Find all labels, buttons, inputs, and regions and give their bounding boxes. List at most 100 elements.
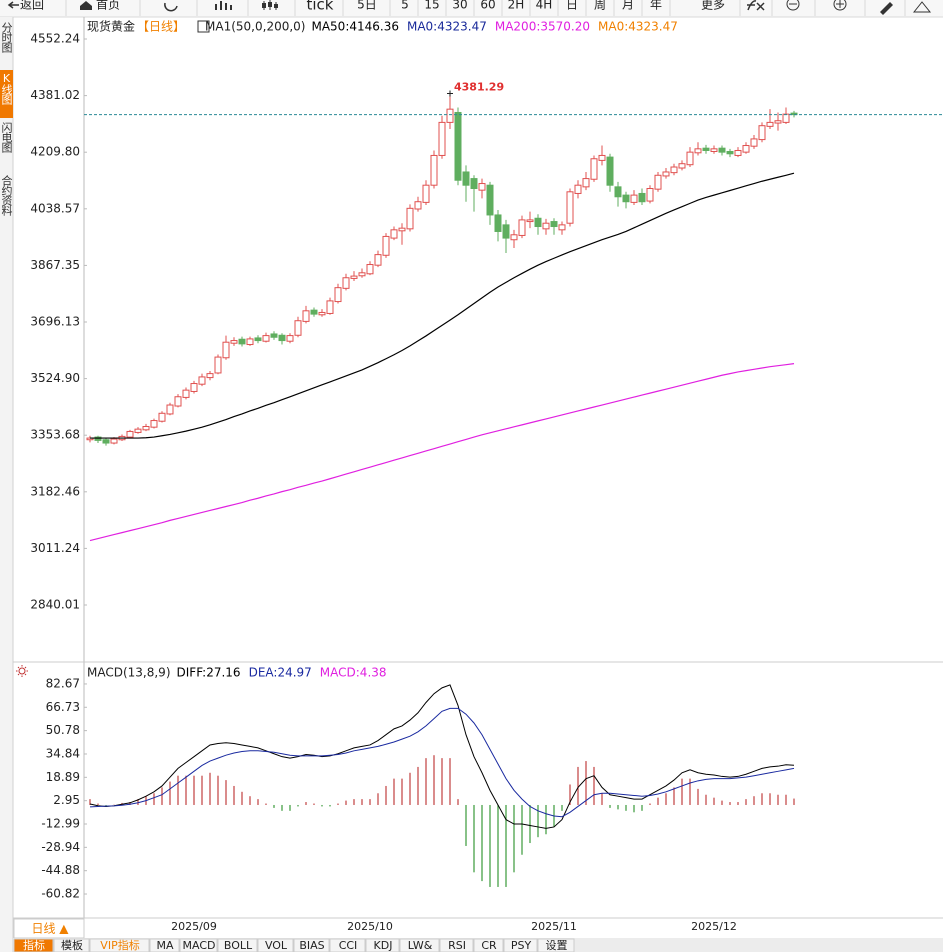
bottom-tab-label[interactable]: 设置 [546,939,568,952]
y-tick-label: 4381.02 [30,88,80,102]
candle-body [702,147,710,151]
legend-entry: MACD:4.38 [320,666,387,680]
bottom-tab-label[interactable]: KDJ [374,939,393,952]
candle-body [142,426,150,431]
bottom-tab-label[interactable]: MA [156,939,173,952]
candle-body [374,254,382,266]
candle-body [558,224,566,231]
bottom-tab-label[interactable]: MACD [183,939,216,952]
toolbar-button[interactable]: 更多 [701,0,725,12]
draw-icon[interactable] [880,2,893,15]
refresh-icon[interactable] [164,2,178,12]
bottom-tab[interactable] [329,938,366,952]
candle-body [398,227,406,232]
candle-body [270,333,278,338]
bottom-tab[interactable] [439,938,474,952]
toolbar-button[interactable]: 日 [566,0,578,12]
candle-body [782,113,790,123]
candle-body [198,376,206,385]
bottom-tab[interactable] [89,938,150,952]
bottom-tab-label[interactable]: LW& [408,939,433,952]
y-tick-label: 3182.46 [30,484,80,498]
side-tab[interactable]: 分时图 [0,22,13,54]
period-label[interactable]: 日线 ▲ [31,922,69,936]
side-tab[interactable]: K线图 [0,72,13,106]
bottom-tab-label[interactable]: RSI [448,939,466,952]
toolbar-button[interactable]: 年 [650,0,662,12]
candle-body [414,201,422,210]
x-tick-label: 2025/10 [347,920,393,933]
candle-body [438,121,446,156]
bottom-tab-label[interactable]: CCI [339,939,358,952]
bottom-tab-label[interactable]: VOL [265,939,288,952]
candle-body [342,277,350,289]
side-bar [0,17,13,952]
toolbar-button[interactable]: 30 [452,0,467,12]
home-icon[interactable] [80,1,92,10]
bottom-tab-label[interactable]: BOLL [224,939,253,952]
toolbar-button[interactable]: 15 [424,0,439,12]
candle-body [518,219,526,236]
side-tab[interactable]: 合约资料 [0,174,13,217]
bottom-tab-label[interactable]: BIAS [299,939,324,952]
toolbar-button[interactable]: 5 [401,0,409,12]
candle-body [686,151,694,166]
y-tick-label: 4038.57 [30,201,80,215]
bottom-tab[interactable] [399,938,440,952]
toolbar-button[interactable]: 周 [594,0,606,12]
candle-body [494,214,502,232]
bottom-tab[interactable] [149,938,180,952]
bottom-tab[interactable] [179,938,218,952]
bottom-tab-label[interactable]: VIP指标 [100,938,139,952]
toolbar-button[interactable]: 月 [622,0,634,12]
bottom-tab[interactable] [217,938,258,952]
bottom-tab[interactable] [13,938,54,952]
bottom-tab[interactable] [293,938,330,952]
bottom-tab[interactable] [53,938,90,952]
bottom-tab[interactable] [257,938,294,952]
bottom-tab[interactable] [473,938,504,952]
candle-body [366,264,374,275]
candle-body [614,186,622,198]
zoom-in-icon[interactable] [833,0,847,11]
legend-entry: MA0:4323.47 [598,20,678,34]
y-tick-label: -60.82 [41,887,80,901]
toolbar-button[interactable]: tick [307,0,334,14]
bottom-tab-label[interactable]: CR [481,939,497,952]
y-tick-label: 2.95 [53,793,80,807]
zoom-out-icon[interactable] [786,0,800,11]
candle-body [750,138,758,147]
collapse-icon[interactable] [912,1,932,13]
candle-body [294,320,302,336]
candle-body [598,154,606,161]
bottom-tab-label[interactable]: PSY [511,939,532,952]
candle-body [630,194,638,203]
back-icon[interactable] [7,1,19,9]
toolbar-button[interactable]: 5日 [357,0,377,12]
candle-body [406,207,414,230]
settings-sun-icon[interactable] [18,667,26,675]
candle-body [126,430,134,438]
candle-body [454,111,462,181]
candle-body [774,120,782,124]
toolbar-button[interactable]: 首页 [96,0,120,12]
candle-body [606,156,614,186]
toolbar-button[interactable]: 返回 [20,0,44,12]
candle-body [174,396,182,407]
max-label: 4381.29 [454,81,504,94]
toolbar-button[interactable]: 2H [508,0,525,12]
toolbar-button[interactable]: 60 [480,0,495,12]
bottom-tab-label[interactable]: 指标 [23,938,45,952]
side-tab[interactable]: 闪电图 [0,121,13,154]
bottom-tab-label[interactable]: 模板 [61,938,83,952]
bottom-tab[interactable] [537,938,575,952]
fx-icon[interactable] [747,0,765,11]
bottom-tab[interactable] [503,938,538,952]
toolbar-button[interactable]: 4H [536,0,553,12]
y-tick-label: 18.89 [46,770,80,784]
bars-icon[interactable] [215,1,232,10]
candle-body [502,224,510,239]
candle-body [262,335,270,342]
bottom-tab[interactable] [365,938,400,952]
